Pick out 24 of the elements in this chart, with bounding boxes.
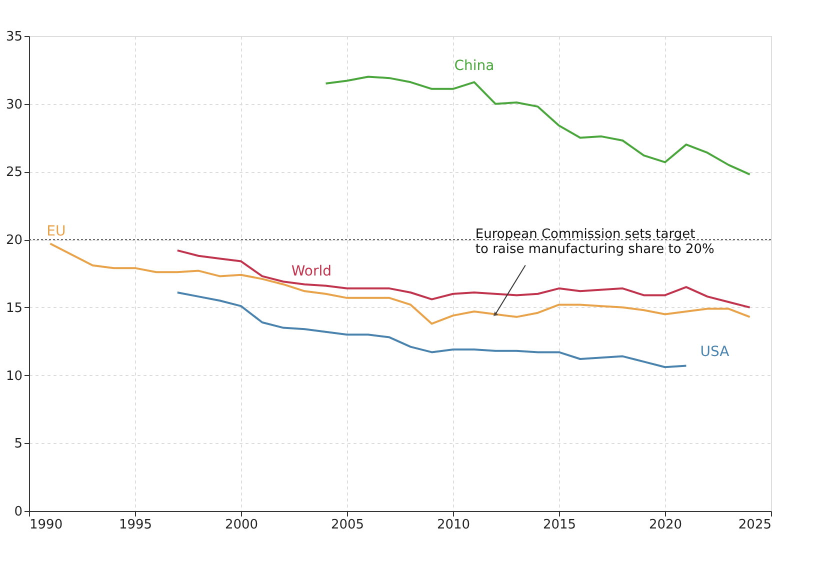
y-tick-label: 0 [14, 504, 22, 520]
x-tick-label: 2005 [330, 518, 364, 532]
y-tick-label: 20 [6, 233, 22, 248]
x-tick-label: 2010 [436, 518, 470, 532]
x-tick-label: 2020 [648, 518, 682, 532]
y-tick-label: 10 [6, 368, 22, 384]
annotation: European Commission sets target to raise manufacturing share to 20% [475, 227, 714, 258]
x-tick-label: 1990 [30, 518, 63, 532]
line-series [324, 76, 751, 176]
y-tick-label: 15 [6, 300, 22, 316]
y-tick-label: 25 [6, 165, 22, 180]
y-tick-label: 5 [14, 436, 22, 452]
x-tick-label: 2015 [542, 518, 576, 532]
x-tick-label: 2025 [738, 518, 772, 532]
series-label: EU [46, 224, 66, 240]
series-label: World [291, 264, 332, 280]
x-tick-label: 2000 [224, 518, 258, 532]
series-label: USA [700, 344, 730, 360]
series-label: China [454, 58, 494, 74]
y-tick-label: 35 [6, 30, 22, 44]
y-tick-label: 30 [6, 97, 22, 112]
line-series [176, 292, 688, 368]
x-tick-label: 1995 [118, 518, 152, 532]
line-series [49, 242, 751, 325]
